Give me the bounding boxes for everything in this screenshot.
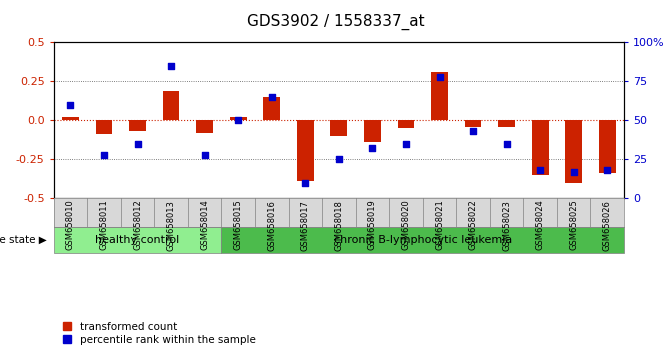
Text: disease state ▶: disease state ▶ <box>0 235 47 245</box>
Text: GSM658010: GSM658010 <box>66 200 75 250</box>
Point <box>233 118 244 123</box>
Text: GSM658022: GSM658022 <box>468 200 478 250</box>
Bar <box>197 120 213 133</box>
Point <box>333 156 344 162</box>
Text: GSM658021: GSM658021 <box>435 200 444 250</box>
Text: GSM658014: GSM658014 <box>200 200 209 250</box>
Point <box>266 94 277 100</box>
Bar <box>130 120 146 131</box>
Bar <box>364 120 381 142</box>
Bar <box>498 120 515 127</box>
Text: GSM658018: GSM658018 <box>334 200 344 251</box>
Bar <box>532 120 549 175</box>
Text: GSM658015: GSM658015 <box>234 200 243 250</box>
Bar <box>431 72 448 120</box>
Text: GSM658011: GSM658011 <box>99 200 109 250</box>
Text: GSM658019: GSM658019 <box>368 200 377 250</box>
Legend: transformed count, percentile rank within the sample: transformed count, percentile rank withi… <box>59 317 260 349</box>
Text: chronic B-lymphocytic leukemia: chronic B-lymphocytic leukemia <box>333 235 512 245</box>
Text: GSM658016: GSM658016 <box>267 200 276 251</box>
Bar <box>221 227 624 253</box>
Text: GSM658013: GSM658013 <box>166 200 176 251</box>
Point <box>65 102 76 108</box>
Bar <box>62 117 79 120</box>
Bar <box>331 120 348 136</box>
Point <box>99 152 109 158</box>
Text: GDS3902 / 1558337_at: GDS3902 / 1558337_at <box>247 14 424 30</box>
Bar <box>566 120 582 183</box>
Bar <box>263 97 280 120</box>
Point <box>401 141 411 147</box>
Text: GSM658025: GSM658025 <box>569 200 578 250</box>
Bar <box>397 120 415 128</box>
Point <box>166 63 176 69</box>
Text: GSM658012: GSM658012 <box>133 200 142 250</box>
Bar <box>54 227 221 253</box>
Text: GSM658024: GSM658024 <box>535 200 545 250</box>
Bar <box>464 120 482 127</box>
Point <box>199 152 210 158</box>
Point <box>568 169 579 175</box>
Text: GSM658017: GSM658017 <box>301 200 310 251</box>
Text: healthy control: healthy control <box>95 235 180 245</box>
Bar <box>599 120 616 173</box>
Text: GSM658020: GSM658020 <box>401 200 411 250</box>
Bar <box>297 120 313 181</box>
Text: GSM658026: GSM658026 <box>603 200 612 251</box>
Bar <box>229 117 247 120</box>
Point <box>602 167 613 173</box>
Bar <box>96 120 113 135</box>
Point <box>535 167 546 173</box>
Point <box>468 129 478 134</box>
Text: GSM658023: GSM658023 <box>502 200 511 251</box>
Bar <box>163 91 180 120</box>
Point <box>434 74 445 80</box>
Point <box>367 145 378 151</box>
Point <box>300 180 311 185</box>
Point <box>132 141 143 147</box>
Point <box>501 141 512 147</box>
